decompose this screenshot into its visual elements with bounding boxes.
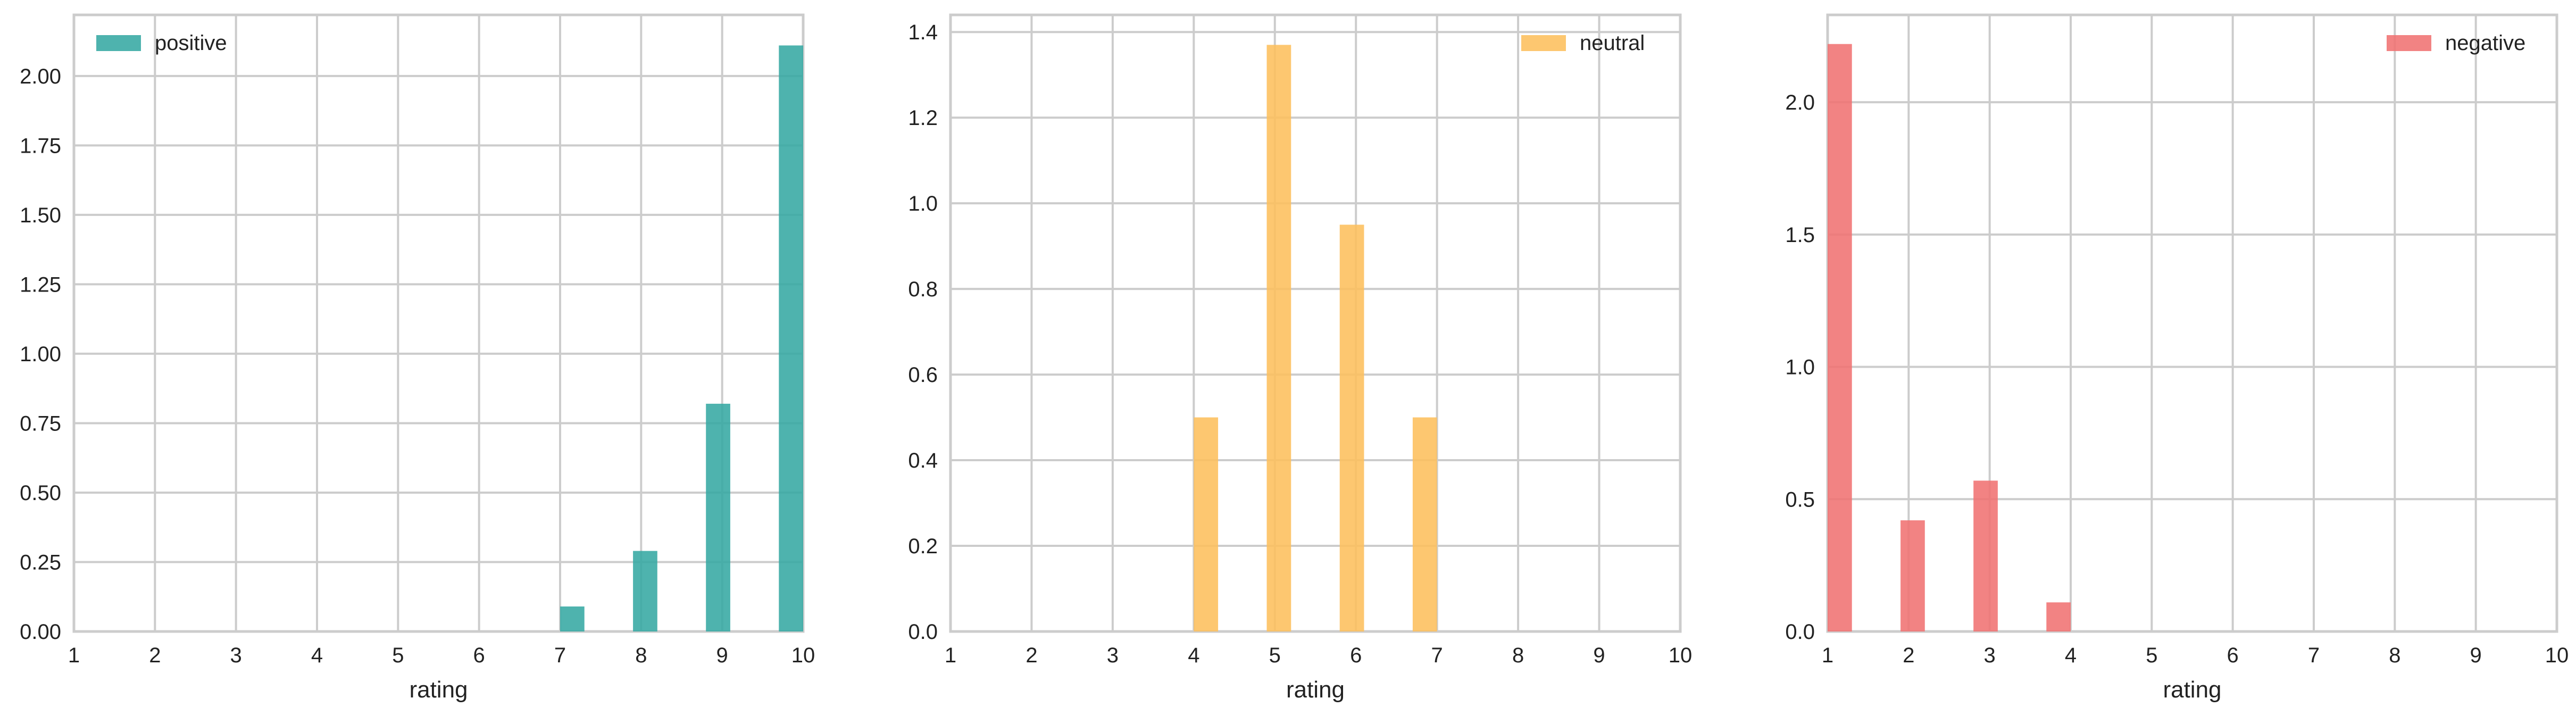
y-tick-label: 0.5 [1785, 488, 1815, 511]
x-axis-label: rating [1286, 677, 1345, 703]
x-tick-label: 4 [311, 644, 323, 667]
y-tick-label: 1.0 [908, 192, 938, 215]
y-tick-label: 1.50 [20, 204, 61, 227]
legend-label: neutral [1580, 31, 1645, 55]
chart-panel-3: 1 2 3 4 5 6 7 8 9 10 0.0 0.5 1.0 1.5 2.0 rating negative [1785, 13, 2569, 703]
y-tick-label: 1.75 [20, 134, 61, 157]
y-tick-label: 0.8 [908, 278, 938, 301]
legend-swatch [1521, 35, 1566, 51]
y-tick-label: 0.0 [908, 620, 938, 644]
y-tick-label: 0.2 [908, 535, 938, 558]
x-tick-label: 9 [1593, 644, 1605, 667]
x-tick-label: 9 [716, 644, 728, 667]
legend-swatch [2387, 35, 2431, 51]
y-tick-label: 1.25 [20, 273, 61, 296]
chart-panel-1: 1 2 3 4 5 6 7 8 9 10 0.00 0.25 0.50 0.75 1.00 1.25 1.50 1… [20, 13, 815, 703]
legend: negative [2387, 31, 2525, 55]
x-tick-label: 2 [1903, 644, 1914, 667]
x-tick-label: 1 [1822, 644, 1833, 667]
x-tick-label: 8 [635, 644, 647, 667]
x-tick-label: 5 [1269, 644, 1281, 667]
bar [706, 403, 730, 631]
bar [1194, 417, 1219, 631]
x-tick-label: 4 [1188, 644, 1199, 667]
bar [2046, 602, 2071, 631]
x-tick-label: 2 [1026, 644, 1037, 667]
x-tick-label: 2 [149, 644, 161, 667]
legend: positive [96, 31, 227, 55]
x-tick-label: 8 [1512, 644, 1524, 667]
x-axis-label: rating [409, 677, 468, 703]
bar [560, 606, 585, 631]
chart-panel-2: 1 2 3 4 5 6 7 8 9 10 0.0 0.2 0.4 0.6 0.8 1.0 1.2 1.4 ratin… [908, 13, 1693, 703]
x-tick-label: 3 [230, 644, 242, 667]
legend-swatch [96, 35, 141, 51]
x-tick-label: 5 [2146, 644, 2157, 667]
x-axis-label: rating [2163, 677, 2221, 703]
x-tick-label: 4 [2065, 644, 2077, 667]
x-tick-label: 9 [2470, 644, 2482, 667]
x-tick-label: 10 [1669, 644, 1693, 667]
x-tick-label: 10 [2545, 644, 2569, 667]
plot-frame [72, 13, 805, 633]
x-tick-label: 6 [1350, 644, 1362, 667]
bar [1973, 480, 1998, 631]
plot-frame [949, 13, 1682, 633]
bar [1339, 225, 1364, 631]
bar [1828, 44, 1852, 631]
x-tick-label: 7 [554, 644, 566, 667]
y-tick-label: 0.75 [20, 412, 61, 435]
y-tick-label: 0.4 [908, 449, 938, 472]
y-tick-label: 0.50 [20, 481, 61, 505]
x-tick-label: 7 [1431, 644, 1443, 667]
bar [779, 45, 803, 631]
x-tick-label: 1 [945, 644, 956, 667]
y-tick-label: 1.0 [1785, 356, 1815, 379]
x-tick-label: 10 [791, 644, 815, 667]
y-tick-label: 1.4 [908, 21, 938, 44]
x-tick-label: 6 [2227, 644, 2239, 667]
legend-label: positive [155, 31, 227, 55]
x-tick-label: 8 [2389, 644, 2400, 667]
x-tick-label: 6 [473, 644, 485, 667]
bar [1266, 45, 1291, 631]
bar [633, 551, 657, 631]
bar [1412, 417, 1437, 631]
legend: neutral [1521, 31, 1645, 55]
y-tick-label: 2.0 [1785, 91, 1815, 114]
y-tick-label: 2.00 [20, 65, 61, 88]
y-tick-label: 0.6 [908, 363, 938, 387]
legend-label: negative [2445, 31, 2525, 55]
y-tick-label: 0.25 [20, 551, 61, 574]
x-tick-label: 3 [1984, 644, 1996, 667]
y-tick-label: 1.2 [908, 106, 938, 130]
y-tick-label: 1.00 [20, 343, 61, 366]
plot-frame [1826, 13, 2558, 633]
bar [1900, 520, 1925, 631]
x-tick-label: 5 [392, 644, 404, 667]
x-tick-label: 7 [2308, 644, 2320, 667]
y-tick-label: 0.00 [20, 620, 61, 644]
x-tick-label: 3 [1107, 644, 1119, 667]
y-tick-label: 1.5 [1785, 223, 1815, 247]
x-tick-label: 1 [68, 644, 80, 667]
y-tick-label: 0.0 [1785, 620, 1815, 644]
